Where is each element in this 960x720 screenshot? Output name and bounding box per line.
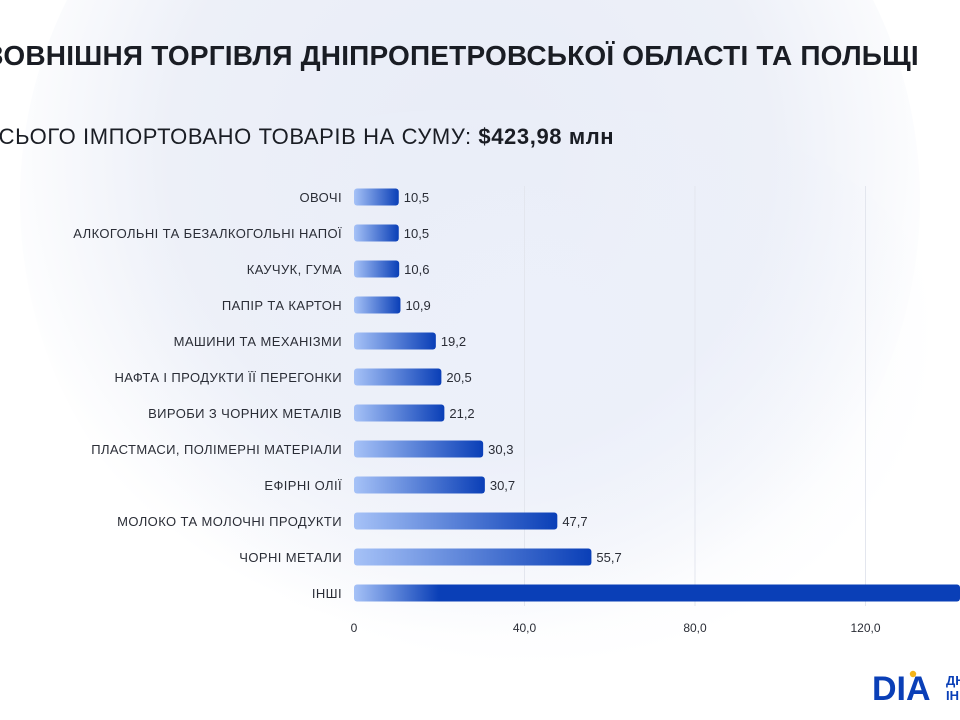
category-label: МОЛОКО ТА МОЛОЧНІ ПРОДУКТИ bbox=[117, 514, 342, 529]
category-label: КАУЧУК, ГУМА bbox=[247, 262, 342, 277]
page-title: ЗОВНІШНЯ ТОРГІВЛЯ ДНІПРОПЕТРОВСЬКОЇ ОБЛА… bbox=[0, 40, 919, 71]
category-label: ЕФІРНІ ОЛІЇ bbox=[264, 478, 342, 493]
value-label: 30,3 bbox=[488, 442, 513, 457]
value-label: 55,7 bbox=[596, 550, 621, 565]
chart-bars bbox=[354, 188, 960, 602]
bar bbox=[354, 260, 400, 278]
page-subtitle: УСЬОГО ІМПОРТОВАНО ТОВАРІВ НА СУМУ: $423… bbox=[0, 124, 614, 150]
bar bbox=[354, 296, 401, 314]
chart-gridlines bbox=[524, 186, 866, 606]
category-label: МАШИНИ ТА МЕХАНІЗМИ bbox=[174, 334, 342, 349]
subtitle-amount: $423,98 млн bbox=[478, 124, 615, 149]
bar bbox=[354, 584, 960, 602]
category-label: ВИРОБИ З ЧОРНИХ МЕТАЛІВ bbox=[148, 406, 342, 421]
category-label: ІНШІ bbox=[312, 586, 342, 601]
background-decoration-secondary bbox=[120, 110, 940, 670]
bar bbox=[354, 332, 436, 350]
category-label: ОВОЧІ bbox=[300, 190, 342, 205]
x-tick-label: 40,0 bbox=[513, 621, 537, 635]
dia-logo: DIA ДН ІН bbox=[870, 669, 960, 707]
bar bbox=[354, 440, 484, 458]
bar bbox=[354, 224, 399, 242]
value-label: 10,6 bbox=[404, 262, 429, 277]
logo-subtext-bottom: ІН bbox=[946, 688, 959, 703]
category-label: ПАПІР ТА КАРТОН bbox=[222, 298, 342, 313]
bar bbox=[354, 476, 485, 494]
bar bbox=[354, 404, 445, 422]
value-label: 19,2 bbox=[441, 334, 466, 349]
value-label: 10,5 bbox=[404, 190, 429, 205]
chart-value-labels: 10,5 10,5 10,6 10,9 19,2 20,5 21,2 30,3 30,7 47,7… bbox=[404, 190, 622, 565]
logo-text: DIA bbox=[872, 670, 931, 707]
chart-category-labels: ОВОЧІ АЛКОГОЛЬНІ ТА БЕЗАЛКОГОЛЬНІ НАПОЇ КА… bbox=[73, 190, 342, 601]
bar bbox=[354, 188, 399, 206]
chart-x-axis: 0 40,0 80,0 120,0 bbox=[351, 621, 881, 635]
bar bbox=[354, 512, 558, 530]
x-tick-label: 120,0 bbox=[850, 621, 880, 635]
value-label: 21,2 bbox=[449, 406, 474, 421]
value-label: 30,7 bbox=[490, 478, 515, 493]
value-label: 47,7 bbox=[562, 514, 587, 529]
value-label: 10,9 bbox=[405, 298, 430, 313]
bar bbox=[354, 368, 442, 386]
value-label: 10,5 bbox=[404, 226, 429, 241]
logo-subtext-top: ДН bbox=[946, 673, 960, 688]
subtitle-prefix: УСЬОГО ІМПОРТОВАНО ТОВАРІВ НА СУМУ: bbox=[0, 124, 472, 149]
category-label: НАФТА І ПРОДУКТИ ЇЇ ПЕРЕГОНКИ bbox=[114, 370, 342, 385]
category-label: АЛКОГОЛЬНІ ТА БЕЗАЛКОГОЛЬНІ НАПОЇ bbox=[73, 226, 342, 241]
x-tick-label: 0 bbox=[351, 621, 358, 635]
value-label: 20,5 bbox=[446, 370, 471, 385]
category-label: ПЛАСТМАСИ, ПОЛІМЕРНІ МАТЕРІАЛИ bbox=[91, 442, 342, 457]
x-tick-label: 80,0 bbox=[683, 621, 707, 635]
category-label: ЧОРНІ МЕТАЛИ bbox=[239, 550, 342, 565]
bar bbox=[354, 548, 592, 566]
